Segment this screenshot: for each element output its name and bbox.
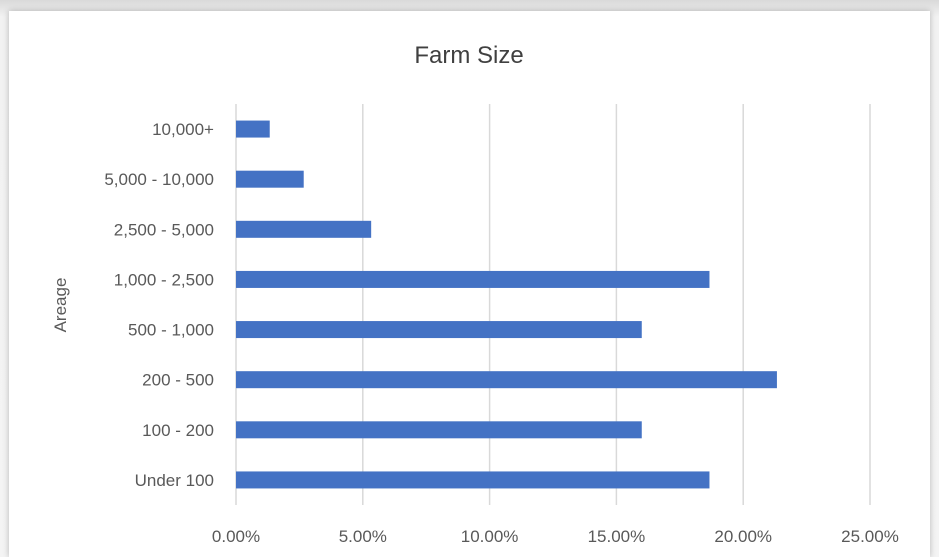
x-tick-label: 0.00% — [212, 527, 260, 546]
bar — [236, 371, 777, 389]
bar — [236, 421, 642, 439]
category-label: 500 - 1,000 — [128, 321, 214, 340]
chart-title: Farm Size — [414, 42, 523, 69]
category-label: 5,000 - 10,000 — [104, 170, 214, 189]
x-tick-labels: 0.00% 5.00% 10.00% 15.00% 20.00% 25.00% — [212, 527, 899, 546]
bar — [236, 270, 710, 288]
y-axis-label: Areage — [51, 278, 70, 333]
x-tick-label: 15.00% — [588, 527, 646, 546]
category-label: 100 - 200 — [142, 421, 214, 440]
x-tick-label: 5.00% — [339, 527, 387, 546]
gridlines — [235, 104, 871, 505]
x-tick-label: 25.00% — [841, 527, 899, 546]
bar — [236, 321, 642, 339]
category-labels: Under 100 100 - 200 200 - 500 500 - 1,000 1,… — [104, 120, 214, 490]
bar — [236, 220, 372, 238]
category-label: 1,000 - 2,500 — [114, 270, 214, 289]
bar — [236, 120, 270, 138]
category-label: 200 - 500 — [142, 371, 214, 390]
category-label: 2,500 - 5,000 — [114, 220, 214, 239]
bar — [236, 170, 304, 188]
category-label: 10,000+ — [152, 120, 214, 139]
bars — [236, 120, 777, 489]
x-tick-label: 10.00% — [461, 527, 519, 546]
category-label: Under 100 — [135, 471, 214, 490]
x-tick-label: 20.00% — [714, 527, 772, 546]
bar — [236, 471, 710, 489]
